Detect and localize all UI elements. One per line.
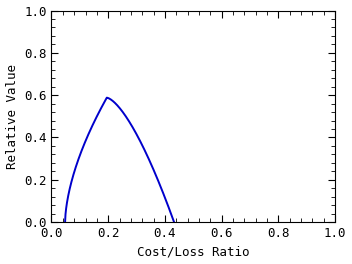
Y-axis label: Relative Value: Relative Value [6, 64, 19, 169]
X-axis label: Cost/Loss Ratio: Cost/Loss Ratio [137, 246, 250, 258]
